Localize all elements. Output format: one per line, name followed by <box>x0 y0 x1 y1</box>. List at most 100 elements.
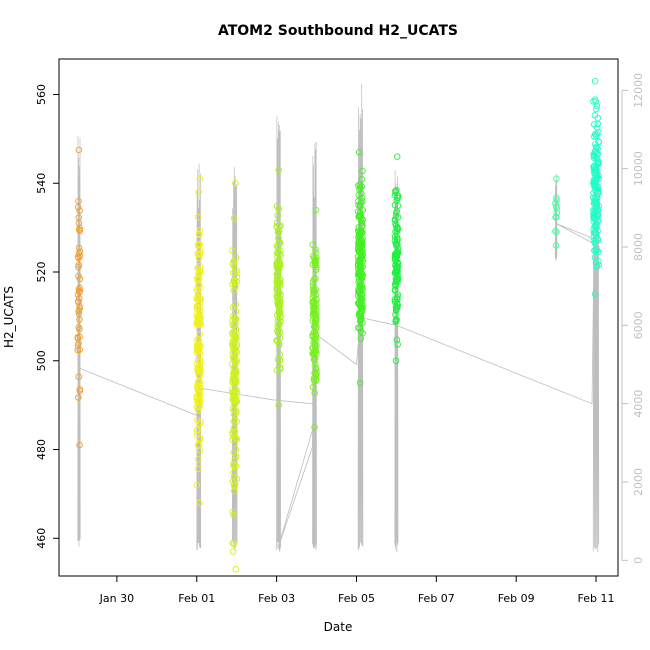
data-point <box>75 394 82 401</box>
y-tick-label: 520 <box>35 262 48 283</box>
data-point <box>275 321 283 329</box>
data-point <box>274 281 282 288</box>
data-point <box>232 462 240 470</box>
data-point <box>230 487 238 495</box>
data-point <box>393 263 400 270</box>
data-point <box>230 411 238 418</box>
data-point <box>590 209 598 217</box>
data-point <box>394 291 401 298</box>
data-point <box>594 157 601 164</box>
data-point <box>310 306 318 313</box>
data-point <box>309 241 316 248</box>
data-point <box>230 469 237 476</box>
data-point <box>393 336 401 344</box>
data-point <box>590 234 597 241</box>
data-point <box>312 206 319 214</box>
data-point <box>196 319 203 326</box>
data-point <box>355 191 362 199</box>
y-tick-label: 460 <box>35 528 48 549</box>
data-point <box>592 259 600 267</box>
data-point <box>232 180 239 187</box>
data-point <box>274 322 281 330</box>
data-point <box>197 318 204 326</box>
y2-tick-label: 4000 <box>632 390 645 418</box>
data-point <box>312 259 319 267</box>
data-point <box>312 249 319 256</box>
data-point <box>195 465 202 473</box>
data-point <box>394 341 401 348</box>
data-point <box>231 258 238 265</box>
data-point <box>197 249 204 257</box>
data-point <box>356 243 363 250</box>
data-point <box>232 334 240 342</box>
data-point <box>230 433 238 440</box>
data-point <box>230 424 238 432</box>
data-point <box>358 250 365 257</box>
data-point <box>232 359 240 367</box>
data-point <box>194 456 202 463</box>
data-point <box>313 368 320 376</box>
data-point <box>76 284 83 292</box>
data-point <box>552 202 560 210</box>
data-point <box>75 339 82 347</box>
data-point <box>356 379 364 387</box>
data-point <box>232 325 240 333</box>
data-point <box>195 404 202 411</box>
data-point <box>590 229 598 237</box>
data-point <box>229 508 237 516</box>
data-point <box>275 290 282 297</box>
data-point <box>358 296 366 303</box>
data-point <box>391 201 399 209</box>
data-point <box>590 226 597 233</box>
data-point <box>74 334 82 342</box>
data-point <box>193 305 201 313</box>
data-point <box>197 343 204 350</box>
data-point <box>229 478 237 485</box>
data-point <box>276 223 283 230</box>
x-tick-label: Feb 07 <box>418 592 455 605</box>
data-point <box>232 301 239 308</box>
data-point <box>594 218 601 225</box>
data-point <box>230 215 238 222</box>
data-point <box>312 347 320 355</box>
data-point <box>196 389 203 397</box>
data-point <box>273 264 281 272</box>
data-point <box>358 176 366 183</box>
data-point <box>232 446 240 453</box>
data-point <box>75 272 82 280</box>
data-point <box>356 324 363 332</box>
data-point <box>232 376 239 383</box>
data-point <box>392 303 400 311</box>
data-point <box>312 275 319 282</box>
data-point <box>76 441 83 449</box>
data-point <box>231 355 238 363</box>
data-point <box>230 473 238 481</box>
data-point <box>590 121 598 128</box>
data-point <box>75 261 83 269</box>
data-point <box>274 219 281 226</box>
data-point <box>312 315 320 323</box>
data-point <box>394 202 402 209</box>
data-point <box>311 351 318 358</box>
data-point <box>195 442 203 449</box>
data-point <box>552 242 560 249</box>
data-point <box>276 239 284 247</box>
data-point <box>359 304 366 312</box>
data-point <box>232 453 240 460</box>
data-point <box>76 294 83 302</box>
data-point <box>274 254 281 261</box>
data-point <box>354 261 362 268</box>
data-point <box>595 129 602 136</box>
data-point <box>231 351 239 359</box>
data-point <box>593 102 601 110</box>
data-point <box>391 233 399 240</box>
data-point <box>311 287 318 295</box>
data-point <box>393 249 400 257</box>
data-point <box>232 394 240 402</box>
data-point <box>75 286 83 293</box>
data-point <box>591 207 598 214</box>
data-point <box>590 165 598 173</box>
data-point <box>354 292 362 299</box>
